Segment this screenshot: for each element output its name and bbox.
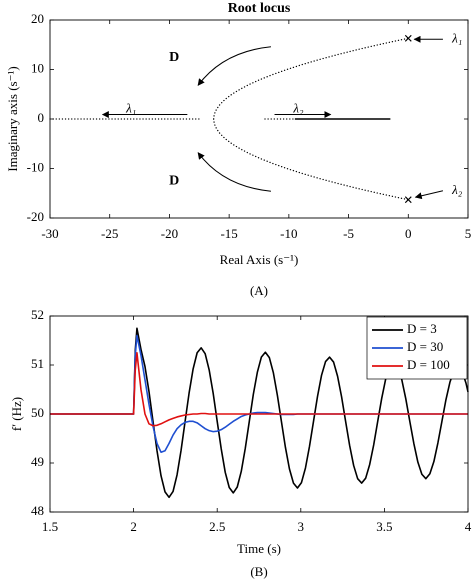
y-axis-label: Imaginary axis (s⁻¹) bbox=[5, 66, 20, 171]
x-axis-label: Time (s) bbox=[237, 541, 281, 556]
annotation: λ₁ bbox=[125, 101, 136, 116]
series-line bbox=[212, 118, 409, 201]
x-tick-label: 2 bbox=[130, 519, 137, 534]
x-tick-label: -15 bbox=[220, 226, 237, 241]
x-tick-label: 4 bbox=[465, 519, 472, 534]
x-tick-label: -25 bbox=[101, 226, 118, 241]
series-line bbox=[50, 351, 468, 427]
annotation-arrow bbox=[197, 152, 271, 192]
y-tick-label: 20 bbox=[31, 11, 44, 26]
y-tick-label: 10 bbox=[31, 60, 44, 75]
series-line bbox=[50, 327, 469, 499]
x-tick-label: 5 bbox=[465, 226, 472, 241]
legend-label: D = 3 bbox=[407, 321, 437, 336]
x-tick-label: -30 bbox=[41, 226, 58, 241]
x-tick-label: -20 bbox=[161, 226, 178, 241]
annotation: D bbox=[169, 50, 179, 65]
annotation-arrow bbox=[197, 46, 271, 86]
plot-frame bbox=[49, 19, 469, 219]
y-tick-label: 52 bbox=[31, 307, 44, 322]
annotation: λ₂ bbox=[451, 182, 463, 197]
x-tick-label: -10 bbox=[280, 226, 297, 241]
y-tick-label: 50 bbox=[31, 405, 44, 420]
x-tick-label: -5 bbox=[343, 226, 354, 241]
caption: (A) bbox=[250, 283, 268, 298]
y-tick-label: 48 bbox=[31, 503, 44, 518]
pole-marker bbox=[404, 34, 412, 42]
y-axis-label: f′ (Hz) bbox=[9, 397, 24, 431]
y-tick-label: 0 bbox=[38, 110, 45, 125]
y-tick-label: 51 bbox=[31, 356, 44, 371]
plot-frame bbox=[49, 315, 469, 513]
annotation: λ₁ bbox=[451, 30, 462, 45]
annotation: λ₂ bbox=[292, 101, 304, 116]
annotation: D bbox=[169, 174, 179, 189]
y-tick-label: -20 bbox=[27, 209, 44, 224]
legend-label: D = 30 bbox=[407, 339, 443, 354]
x-tick-label: 3 bbox=[298, 519, 305, 534]
x-tick-label: 3.5 bbox=[376, 519, 392, 534]
caption: (B) bbox=[250, 564, 267, 579]
y-tick-label: 49 bbox=[31, 454, 44, 469]
x-tick-label: 2.5 bbox=[209, 519, 225, 534]
legend-label: D = 100 bbox=[407, 357, 450, 372]
annotation-arrow bbox=[414, 190, 444, 200]
series-line bbox=[212, 37, 409, 120]
x-tick-label: 1.5 bbox=[42, 519, 58, 534]
chart-title: Root locus bbox=[228, 1, 291, 16]
pole-marker bbox=[404, 196, 412, 204]
x-tick-label: 0 bbox=[405, 226, 412, 241]
x-axis-label: Real Axis (s⁻¹) bbox=[220, 252, 299, 267]
y-tick-label: -10 bbox=[27, 159, 44, 174]
